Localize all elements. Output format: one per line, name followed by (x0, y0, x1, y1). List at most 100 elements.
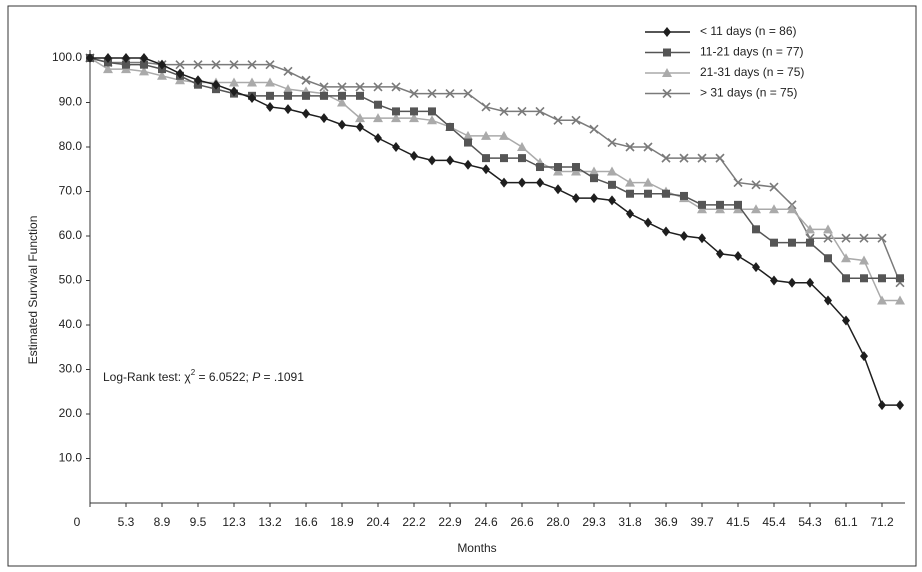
marker (374, 133, 382, 144)
marker (590, 193, 598, 204)
marker (373, 82, 383, 92)
marker (752, 225, 760, 234)
marker (427, 89, 437, 99)
marker (211, 60, 221, 70)
marker (680, 231, 688, 241)
x-tick-label: 71.2 (870, 515, 894, 529)
marker (643, 142, 653, 152)
marker (266, 101, 274, 112)
marker (247, 77, 257, 87)
marker (662, 226, 670, 237)
marker (248, 93, 256, 104)
x-tick-label: 61.1 (834, 515, 858, 529)
marker (680, 191, 688, 200)
marker (715, 153, 725, 163)
x-tick-label: 16.6 (294, 515, 318, 529)
marker (229, 60, 239, 70)
x-tick-label: 39.7 (690, 515, 714, 529)
marker (806, 238, 814, 247)
marker (517, 106, 527, 116)
marker (301, 75, 311, 85)
marker (553, 115, 563, 125)
marker (428, 155, 436, 166)
marker (841, 253, 851, 263)
marker (644, 189, 652, 198)
marker (103, 64, 113, 74)
marker (572, 193, 580, 204)
x-tick-label: 5.3 (118, 515, 135, 529)
marker (859, 233, 869, 243)
marker (445, 89, 455, 99)
marker (500, 177, 508, 188)
marker (878, 274, 886, 283)
marker (212, 79, 220, 90)
marker (842, 274, 850, 283)
marker (859, 255, 869, 265)
marker (769, 182, 779, 192)
x-tick-label: 28.0 (546, 515, 570, 529)
x-tick-label: 54.3 (798, 515, 822, 529)
marker (625, 177, 635, 187)
marker (770, 238, 778, 247)
marker (788, 238, 796, 247)
x-tick-label: 22.9 (438, 515, 462, 529)
marker (464, 138, 472, 147)
marker (842, 315, 850, 326)
marker (571, 115, 581, 125)
marker (824, 254, 832, 263)
marker (644, 217, 652, 228)
marker (122, 53, 130, 63)
marker (284, 91, 292, 100)
marker (698, 200, 706, 209)
marker (590, 174, 598, 183)
marker (663, 48, 671, 57)
marker (446, 155, 454, 166)
marker (607, 166, 617, 176)
marker (139, 66, 149, 76)
marker (283, 66, 293, 76)
legend-label: 11-21 days (n = 77) (700, 45, 804, 59)
marker (896, 274, 904, 283)
marker (122, 60, 130, 69)
marker (662, 189, 670, 198)
marker (392, 107, 400, 116)
marker (697, 153, 707, 163)
x-tick-label: 41.5 (726, 515, 750, 529)
marker (391, 113, 401, 123)
marker (409, 113, 419, 123)
marker (302, 91, 310, 100)
marker (427, 115, 437, 125)
y-tick-label: 10.0 (59, 451, 83, 465)
marker (787, 204, 797, 214)
marker (140, 60, 148, 69)
marker (230, 86, 238, 97)
marker (355, 113, 365, 123)
marker (589, 124, 599, 134)
marker (481, 130, 491, 140)
marker (265, 60, 275, 70)
marker (535, 106, 545, 116)
marker (643, 177, 653, 187)
frame (7, 5, 917, 567)
marker (175, 60, 185, 70)
marker (572, 163, 580, 172)
marker (788, 277, 796, 288)
marker (104, 53, 112, 63)
marker (499, 130, 509, 140)
x-tick-label: 0 (74, 515, 81, 529)
x-tick-label: 20.4 (366, 515, 390, 529)
marker (157, 70, 167, 80)
marker (806, 277, 814, 288)
y-axis-title: Estimated Survival Function (26, 216, 40, 365)
series-line (89, 57, 900, 302)
marker (896, 400, 904, 411)
marker (860, 351, 868, 362)
series-line (90, 57, 900, 406)
marker (428, 107, 436, 116)
marker (607, 137, 617, 148)
marker (877, 295, 887, 305)
marker (302, 108, 310, 119)
x-tick-label: 8.9 (154, 515, 171, 529)
marker (193, 60, 203, 70)
marker (752, 262, 760, 273)
